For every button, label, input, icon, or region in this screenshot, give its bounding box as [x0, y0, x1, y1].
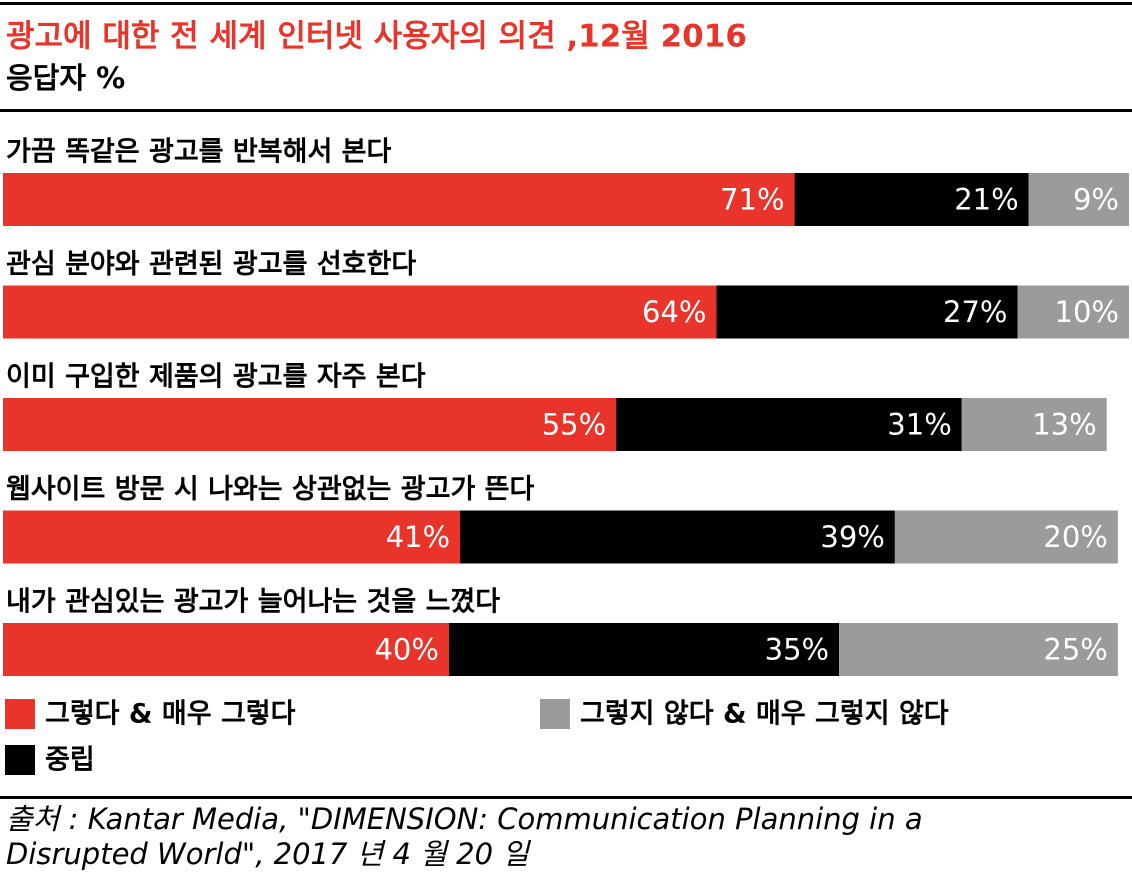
bar-segment	[448, 623, 840, 676]
source: 출처 : Kantar Media, "DIMENSION: Communica…	[6, 802, 923, 871]
rule	[0, 796, 1132, 799]
category-label: 내가 관심있는 광고가 늘어나는 것을 느꼈다	[6, 587, 500, 618]
legend-swatch	[540, 699, 570, 729]
value-label: 35%	[765, 633, 829, 667]
value-label: 10%	[1055, 295, 1119, 329]
top-rule	[0, 2, 1132, 5]
value-label: 41%	[386, 520, 450, 554]
bar-segment	[839, 623, 1118, 676]
legend-label: 그렇지 않다 & 매우 그렇지 않다	[580, 699, 949, 730]
chart: 광고에 대한 전 세계 인터넷 사용자의 의견 ,12월 2016 응답자 % …	[0, 2, 1132, 799]
bar-segment	[460, 510, 895, 564]
legend-swatch	[5, 745, 35, 775]
legend-label: 중립	[45, 745, 95, 776]
legend-swatch	[5, 699, 35, 729]
category-label: 이미 구입한 제품의 광고를 자주 본다	[6, 362, 426, 393]
legend-label: 그렇다 & 매우 그렇다	[45, 699, 296, 730]
value-label: 9%	[1073, 183, 1119, 217]
value-label: 25%	[1043, 633, 1107, 667]
bar-segment	[961, 398, 1107, 451]
bar-segment	[3, 173, 795, 226]
bar-segment	[3, 623, 449, 676]
bar-segment	[794, 173, 1029, 226]
bar-segment	[894, 510, 1118, 564]
bar-segment	[3, 285, 717, 339]
bar-segment	[1017, 285, 1129, 339]
value-label: 31%	[887, 408, 951, 442]
bar-segment	[1028, 173, 1129, 226]
value-label: 27%	[943, 295, 1007, 329]
chart-subtitle: 응답자 %	[6, 61, 125, 95]
bar-segment	[3, 398, 617, 451]
category-label: 관심 분야와 관련된 광고를 선호한다	[6, 249, 416, 280]
value-label: 71%	[720, 183, 784, 217]
value-label: 20%	[1043, 520, 1107, 554]
value-label: 40%	[374, 633, 438, 667]
category-label: 가끔 똑같은 광고를 반복해서 본다	[6, 137, 392, 168]
rule	[0, 109, 1132, 112]
bar-segment	[616, 398, 962, 451]
bar-segment	[3, 510, 461, 564]
bar-segment	[716, 285, 1018, 339]
category-label: 웹사이트 방문 시 나와는 상관없는 광고가 뜬다	[6, 474, 535, 505]
chart-title: 광고에 대한 전 세계 인터넷 사용자의 의견 ,12월 2016	[6, 19, 747, 55]
value-label: 39%	[820, 520, 884, 554]
value-label: 13%	[1032, 408, 1096, 442]
value-label: 64%	[642, 295, 706, 329]
value-label: 55%	[542, 408, 606, 442]
value-label: 21%	[954, 183, 1018, 217]
